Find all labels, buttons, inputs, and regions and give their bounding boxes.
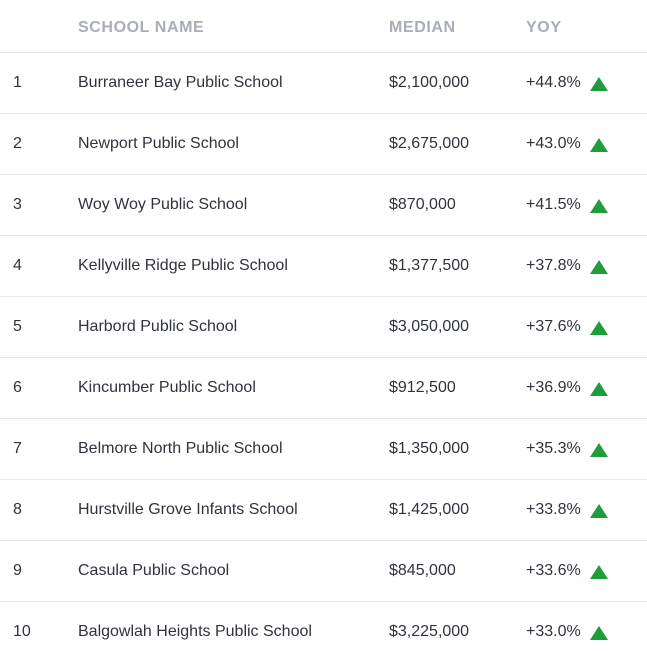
school-name-cell: Woy Woy Public School: [78, 196, 248, 213]
rank-cell: 7: [13, 440, 22, 457]
school-name-cell: Balgowlah Heights Public School: [78, 623, 312, 640]
yoy-cell: +35.3%: [526, 440, 581, 457]
median-cell: $3,050,000: [389, 318, 470, 335]
yoy-cell: +37.6%: [526, 318, 581, 335]
table-row[interactable]: 6 Kincumber Public School $912,500 +36.9…: [0, 358, 647, 419]
median-cell: $1,350,000: [389, 440, 470, 457]
table-row[interactable]: 8 Hurstville Grove Infants School $1,425…: [0, 480, 647, 541]
median-cell: $845,000: [389, 562, 456, 579]
table-row[interactable]: 3 Woy Woy Public School $870,000 +41.5%: [0, 175, 647, 236]
median-cell: $2,675,000: [389, 135, 470, 152]
yoy-cell: +33.0%: [526, 623, 581, 640]
rank-cell: 5: [13, 318, 22, 335]
median-cell: $1,377,500: [389, 257, 470, 274]
table-row[interactable]: 10 Balgowlah Heights Public School $3,22…: [0, 602, 647, 651]
yoy-cell: +33.8%: [526, 501, 581, 518]
triangle-up-icon: [590, 626, 608, 640]
rank-cell: 10: [13, 623, 31, 640]
triangle-up-icon: [590, 382, 608, 396]
rank-cell: 3: [13, 196, 22, 213]
rank-cell: 2: [13, 135, 22, 152]
column-header-median[interactable]: MEDIAN: [389, 19, 456, 36]
median-cell: $870,000: [389, 196, 456, 213]
school-name-cell: Newport Public School: [78, 135, 239, 152]
table-row[interactable]: 4 Kellyville Ridge Public School $1,377,…: [0, 236, 647, 297]
table-row[interactable]: 9 Casula Public School $845,000 +33.6%: [0, 541, 647, 602]
median-cell: $3,225,000: [389, 623, 470, 640]
rank-cell: 8: [13, 501, 22, 518]
table-row[interactable]: 2 Newport Public School $2,675,000 +43.0…: [0, 114, 647, 175]
table-row[interactable]: 7 Belmore North Public School $1,350,000…: [0, 419, 647, 480]
column-header-yoy[interactable]: YOY: [526, 19, 562, 36]
yoy-cell: +41.5%: [526, 196, 581, 213]
triangle-up-icon: [590, 138, 608, 152]
rank-cell: 4: [13, 257, 22, 274]
median-cell: $2,100,000: [389, 74, 470, 91]
yoy-cell: +44.8%: [526, 74, 581, 91]
school-name-cell: Kincumber Public School: [78, 379, 256, 396]
median-cell: $1,425,000: [389, 501, 470, 518]
table-row[interactable]: 5 Harbord Public School $3,050,000 +37.6…: [0, 297, 647, 358]
triangle-up-icon: [590, 260, 608, 274]
triangle-up-icon: [590, 565, 608, 579]
school-name-cell: Casula Public School: [78, 562, 230, 579]
table-row[interactable]: 1 Burraneer Bay Public School $2,100,000…: [0, 53, 647, 114]
triangle-up-icon: [590, 504, 608, 518]
triangle-up-icon: [590, 77, 608, 91]
triangle-up-icon: [590, 199, 608, 213]
triangle-up-icon: [590, 443, 608, 457]
yoy-cell: +37.8%: [526, 257, 581, 274]
column-header-school-name[interactable]: SCHOOL NAME: [78, 19, 205, 36]
rank-cell: 6: [13, 379, 22, 396]
school-name-cell: Burraneer Bay Public School: [78, 74, 283, 91]
rank-cell: 9: [13, 562, 22, 579]
yoy-cell: +36.9%: [526, 379, 581, 396]
school-name-cell: Hurstville Grove Infants School: [78, 501, 298, 518]
triangle-up-icon: [590, 321, 608, 335]
yoy-cell: +43.0%: [526, 135, 581, 152]
table-header: SCHOOL NAME MEDIAN YOY: [0, 0, 647, 53]
yoy-cell: +33.6%: [526, 562, 581, 579]
median-cell: $912,500: [389, 379, 456, 396]
rank-cell: 1: [13, 74, 22, 91]
school-name-cell: Belmore North Public School: [78, 440, 283, 457]
school-name-cell: Harbord Public School: [78, 318, 238, 335]
school-name-cell: Kellyville Ridge Public School: [78, 257, 288, 274]
